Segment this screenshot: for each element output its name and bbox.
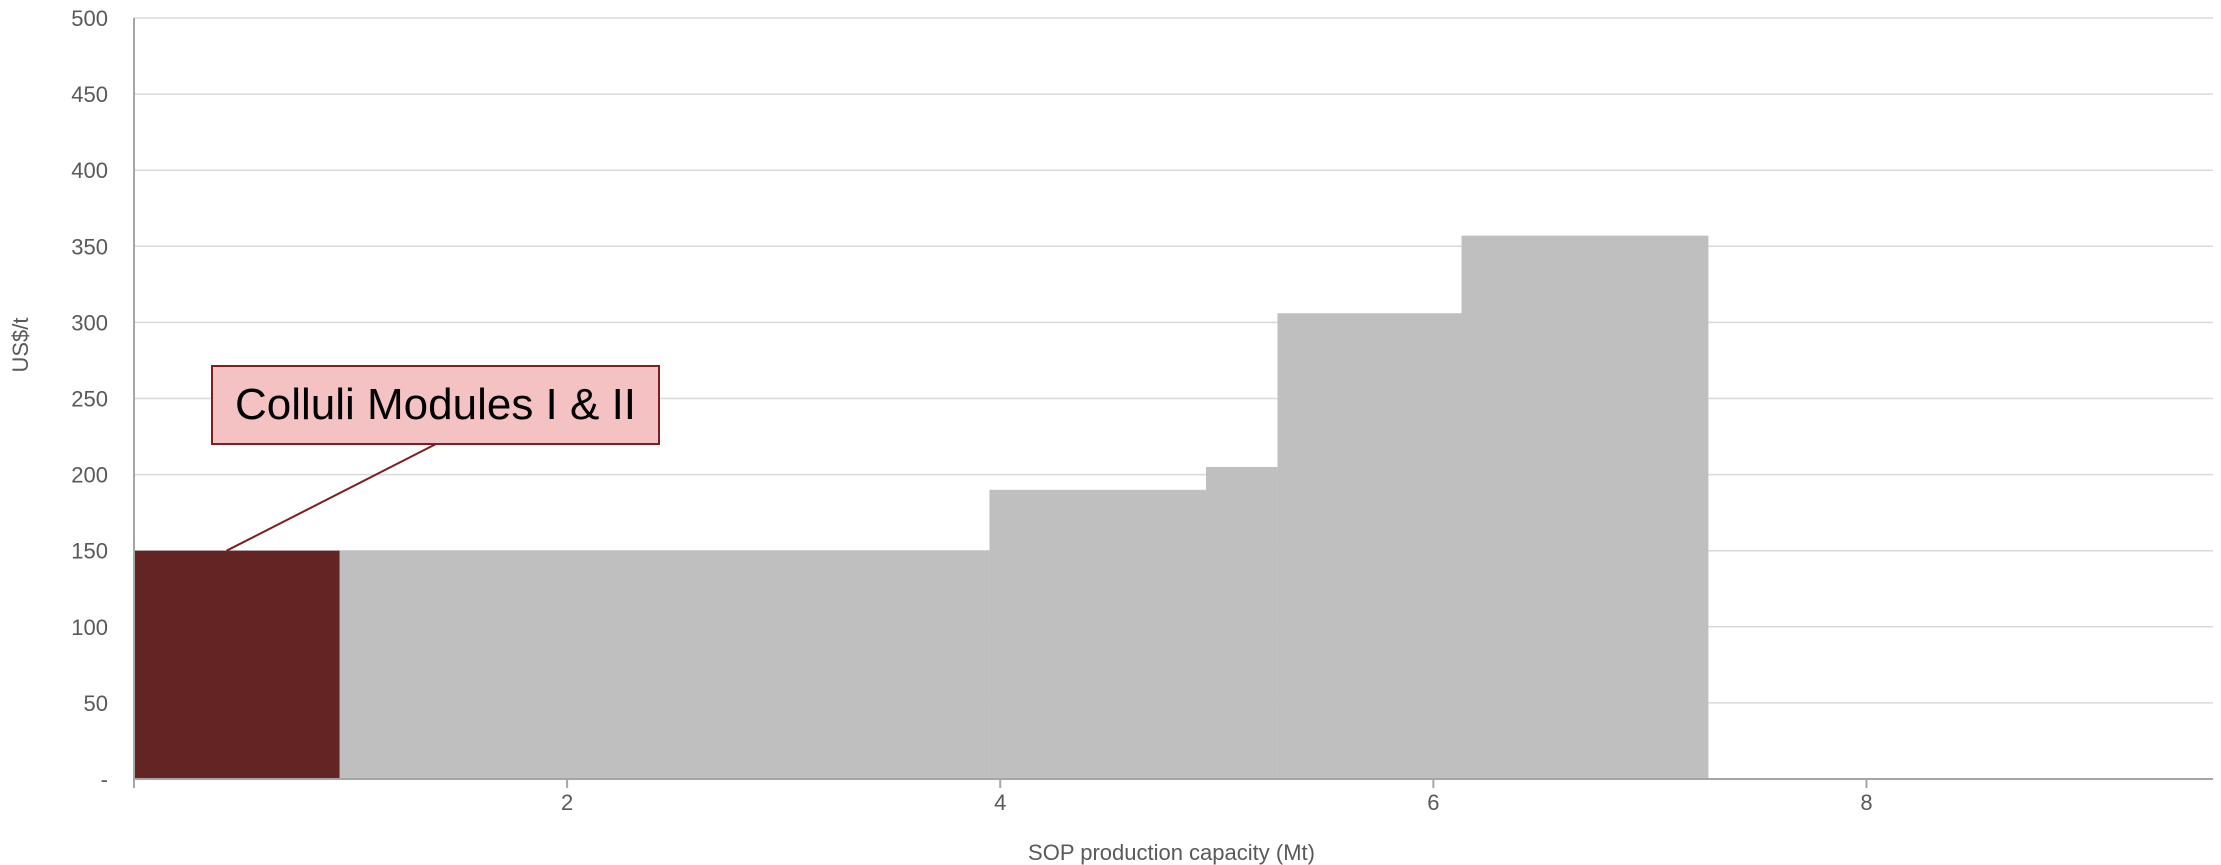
y-tick-label: 150 [71, 539, 108, 564]
bar-1 [339, 550, 990, 779]
y-tick-label: 350 [71, 234, 108, 259]
y-tick-label: 250 [71, 387, 108, 412]
x-tick-label: 4 [994, 790, 1006, 815]
bars [134, 235, 1709, 779]
x-axis-title: SOP production capacity (Mt) [1028, 840, 1315, 865]
y-tick-label: - [101, 767, 108, 792]
x-tick-label: 8 [1860, 790, 1872, 815]
y-tick-label: 300 [71, 310, 108, 335]
callout-label: Colluli Modules I & II [235, 380, 636, 429]
y-tick-label: 200 [71, 463, 108, 488]
y-axis-title: US$/t [8, 317, 33, 372]
bar-highlighted [134, 550, 340, 779]
y-tick-label: 450 [71, 82, 108, 107]
x-tick-labels: 2 4 6 8 [133, 779, 1873, 815]
y-tick-label: 400 [71, 158, 108, 183]
callout-leader-line [226, 443, 437, 552]
y-tick-label: 50 [84, 691, 108, 716]
bar-5 [1461, 235, 1709, 779]
annotation-callout: Colluli Modules I & II [211, 365, 660, 552]
y-tick-label: 100 [71, 615, 108, 640]
bar-3 [1205, 466, 1278, 779]
bar-4 [1277, 313, 1462, 779]
x-tick-label: 2 [561, 790, 573, 815]
bar-2 [989, 489, 1206, 779]
callout-box [211, 365, 660, 445]
y-tick-labels: - 50 100 150 200 250 300 350 400 450 500 [71, 6, 108, 792]
x-tick-label: 6 [1427, 790, 1439, 815]
y-tick-label: 500 [71, 6, 108, 31]
